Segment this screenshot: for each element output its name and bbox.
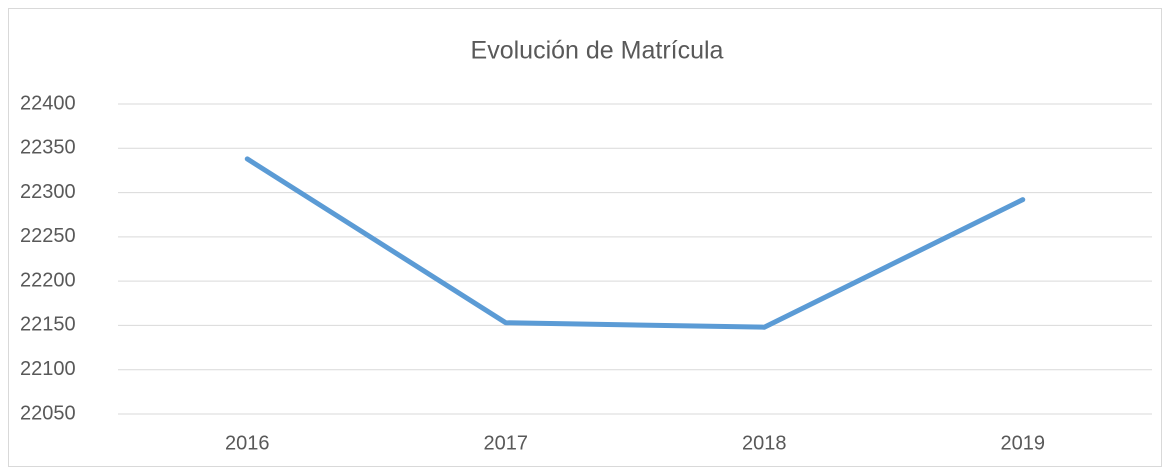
- x-tick-label: 2019: [1001, 432, 1046, 454]
- chart-frame: [8, 8, 1162, 467]
- x-tick-label: 2016: [225, 432, 270, 454]
- y-tick-label: 22350: [20, 137, 76, 159]
- chart-title: Evolución de Matrícula: [471, 37, 724, 65]
- y-tick-label: 22050: [20, 402, 76, 424]
- x-tick-label: 2017: [484, 432, 529, 454]
- y-tick-label: 22100: [20, 358, 76, 380]
- y-tick-label: 22400: [20, 92, 76, 114]
- line-series: [244, 156, 1026, 330]
- y-tick-label: 22150: [20, 314, 76, 336]
- y-tick-label: 22300: [20, 181, 76, 203]
- x-tick-label: 2018: [742, 432, 787, 454]
- y-tick-label: 22250: [20, 225, 76, 247]
- y-tick-label: 22200: [20, 269, 76, 291]
